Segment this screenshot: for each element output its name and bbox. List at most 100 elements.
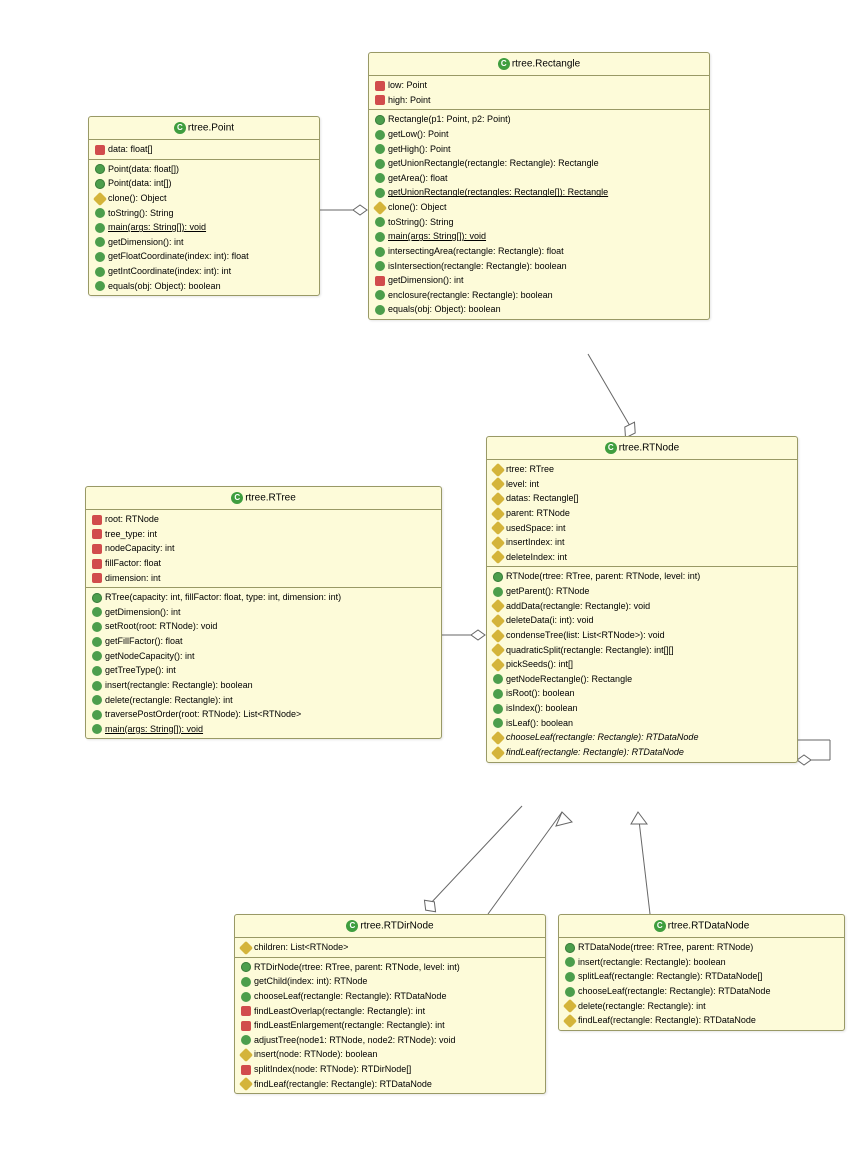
visibility-icon [491, 506, 505, 520]
attributes-section: root: RTNodetree_type: intnodeCapacity: … [86, 510, 441, 588]
member-text: getIntCoordinate(index: int): int [108, 266, 231, 276]
member-text: findLeaf(rectangle: Rectangle): RTDataNo… [254, 1079, 432, 1089]
member-text: RTDirNode(rtree: RTree, parent: RTNode, … [254, 962, 460, 972]
method-row: Rectangle(p1: Point, p2: Point) [373, 112, 705, 127]
method-row: findLeaf(rectangle: Rectangle): RTDataNo… [491, 745, 793, 760]
method-row: getFillFactor(): float [90, 634, 437, 649]
method-row: addData(rectangle: Rectangle): void [491, 599, 793, 614]
attribute-row: level: int [491, 477, 793, 492]
member-text: equals(obj: Object): boolean [108, 281, 221, 291]
attribute-row: deleteIndex: int [491, 550, 793, 565]
visibility-icon [491, 463, 505, 477]
visibility-icon [491, 477, 505, 491]
visibility-icon [491, 745, 505, 759]
method-row: main(args: String[]): void [373, 229, 705, 244]
visibility-icon [92, 710, 102, 720]
attribute-row: data: float[] [93, 142, 315, 157]
visibility-icon [491, 536, 505, 550]
visibility-icon [565, 987, 575, 997]
visibility-icon [241, 992, 251, 1002]
member-text: low: Point [388, 80, 427, 90]
member-text: getDimension(): int [108, 237, 184, 247]
class-title: rtree.RTNode [619, 443, 679, 454]
method-row: getNodeRectangle(): Rectangle [491, 672, 793, 687]
member-text: getParent(): RTNode [506, 586, 589, 596]
member-text: enclosure(rectangle: Rectangle): boolean [388, 290, 553, 300]
member-text: toString(): String [388, 217, 454, 227]
visibility-icon [95, 179, 105, 189]
visibility-icon [565, 972, 575, 982]
class-header: Crtree.RTDirNode [235, 915, 545, 938]
visibility-icon [241, 962, 251, 972]
method-row: getUnionRectangle(rectangle: Rectangle):… [373, 156, 705, 171]
visibility-icon [92, 637, 102, 647]
methods-section: RTree(capacity: int, fillFactor: float, … [86, 588, 441, 738]
visibility-icon [95, 237, 105, 247]
member-text: getTreeType(): int [105, 665, 176, 675]
method-row: getHigh(): Point [373, 142, 705, 157]
visibility-icon [491, 643, 505, 657]
member-text: equals(obj: Object): boolean [388, 304, 501, 314]
method-row: splitLeaf(rectangle: Rectangle): RTDataN… [563, 969, 840, 984]
visibility-icon [565, 957, 575, 967]
visibility-icon [92, 593, 102, 603]
visibility-icon [95, 267, 105, 277]
method-row: setRoot(root: RTNode): void [90, 619, 437, 634]
member-text: usedSpace: int [506, 523, 566, 533]
member-text: children: List<RTNode> [254, 942, 348, 952]
method-row: splitIndex(node: RTNode): RTDirNode[] [239, 1062, 541, 1077]
visibility-icon [491, 492, 505, 506]
visibility-icon [563, 1014, 577, 1028]
visibility-icon [375, 115, 385, 125]
attribute-row: insertIndex: int [491, 535, 793, 550]
class-title: rtree.RTDirNode [360, 921, 433, 932]
method-row: getNodeCapacity(): int [90, 649, 437, 664]
member-text: toString(): String [108, 208, 174, 218]
member-text: nodeCapacity: int [105, 543, 175, 553]
methods-section: RTDirNode(rtree: RTree, parent: RTNode, … [235, 958, 545, 1094]
method-row: getDimension(): int [93, 235, 315, 250]
attribute-row: low: Point [373, 78, 705, 93]
class-type-icon: C [498, 58, 510, 70]
method-row: getFloatCoordinate(index: int): float [93, 249, 315, 264]
member-text: pickSeeds(): int[] [506, 659, 573, 669]
method-row: findLeaf(rectangle: Rectangle): RTDataNo… [563, 1013, 840, 1028]
visibility-icon [375, 247, 385, 257]
method-row: traversePostOrder(root: RTNode): List<RT… [90, 707, 437, 722]
class-header: Crtree.Rectangle [369, 53, 709, 76]
member-text: findLeastOverlap(rectangle: Rectangle): … [254, 1006, 425, 1016]
method-row: findLeastOverlap(rectangle: Rectangle): … [239, 1004, 541, 1019]
member-text: splitIndex(node: RTNode): RTDirNode[] [254, 1064, 411, 1074]
method-row: chooseLeaf(rectangle: Rectangle): RTData… [239, 989, 541, 1004]
class-title: rtree.Rectangle [512, 59, 580, 70]
method-row: main(args: String[]): void [90, 722, 437, 737]
method-row: pickSeeds(): int[] [491, 657, 793, 672]
member-text: parent: RTNode [506, 508, 570, 518]
class-type-icon: C [346, 920, 358, 932]
member-text: getUnionRectangle(rectangle: Rectangle):… [388, 158, 599, 168]
visibility-icon [491, 658, 505, 672]
attribute-row: high: Point [373, 93, 705, 108]
visibility-icon [493, 587, 503, 597]
member-text: getDimension(): int [105, 607, 181, 617]
member-text: splitLeaf(rectangle: Rectangle): RTDataN… [578, 971, 762, 981]
member-text: RTNode(rtree: RTree, parent: RTNode, lev… [506, 571, 700, 581]
methods-section: RTNode(rtree: RTree, parent: RTNode, lev… [487, 567, 797, 761]
member-text: condenseTree(list: List<RTNode>): void [506, 630, 665, 640]
method-row: getArea(): float [373, 171, 705, 186]
member-text: findLeaf(rectangle: Rectangle): RTDataNo… [578, 1015, 756, 1025]
member-text: adjustTree(node1: RTNode, node2: RTNode)… [254, 1035, 455, 1045]
visibility-icon [95, 252, 105, 262]
method-row: findLeaf(rectangle: Rectangle): RTDataNo… [239, 1077, 541, 1092]
visibility-icon [241, 1006, 251, 1016]
visibility-icon [375, 290, 385, 300]
attribute-row: children: List<RTNode> [239, 940, 541, 955]
class-header: Crtree.Point [89, 117, 319, 140]
attributes-section: data: float[] [89, 140, 319, 160]
member-text: root: RTNode [105, 514, 159, 524]
member-text: datas: Rectangle[] [506, 493, 579, 503]
visibility-icon [95, 281, 105, 291]
attributes-section: low: Point high: Point [369, 76, 709, 110]
method-row: insert(rectangle: Rectangle): boolean [90, 678, 437, 693]
method-row: chooseLeaf(rectangle: Rectangle): RTData… [491, 730, 793, 745]
